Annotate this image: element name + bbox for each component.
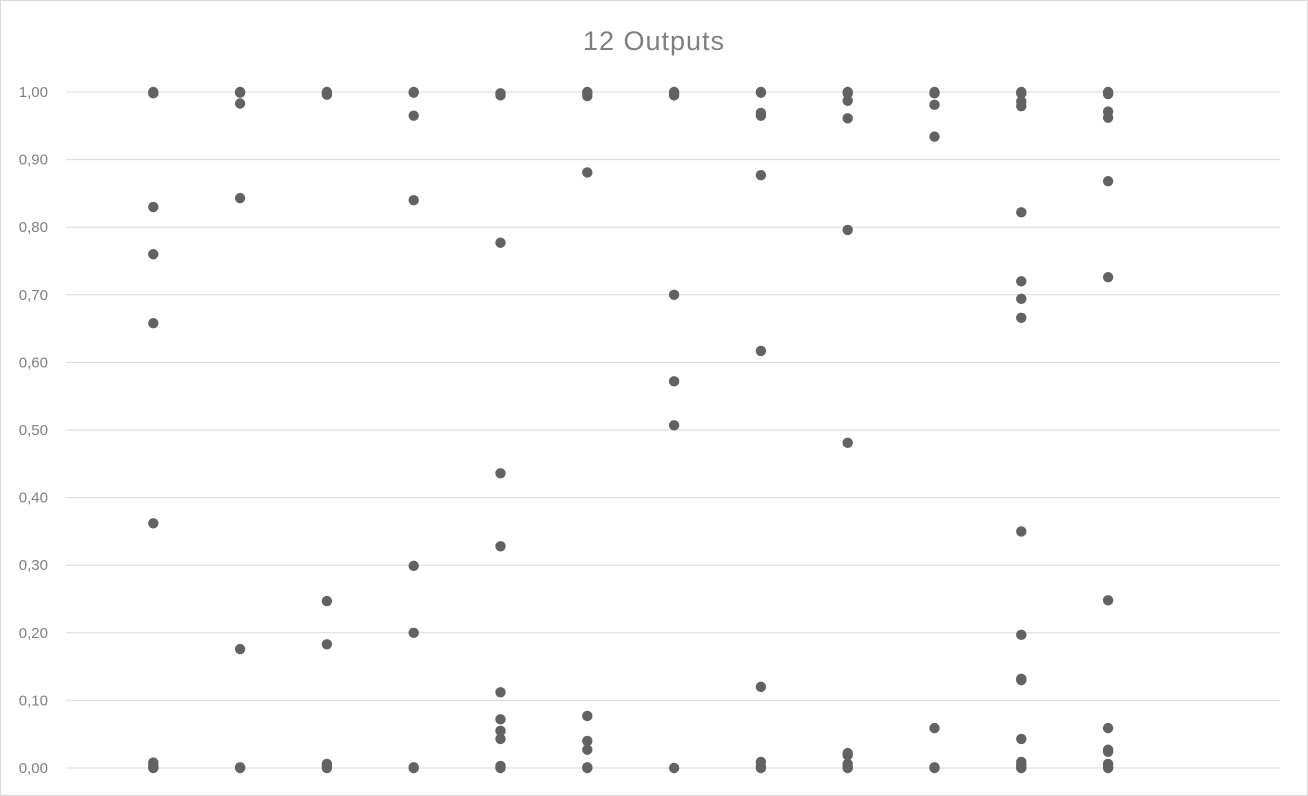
data-point <box>1102 272 1114 283</box>
data-point <box>755 87 767 98</box>
data-point <box>148 88 159 99</box>
data-point <box>842 224 853 236</box>
data-point <box>842 437 853 449</box>
data-point <box>495 687 506 698</box>
data-point <box>929 131 940 142</box>
data-point <box>495 733 506 745</box>
y-tick-label: 0,30 <box>19 557 48 574</box>
data-point <box>321 639 333 650</box>
data-point <box>321 89 333 100</box>
data-point <box>842 762 853 774</box>
data-point <box>495 90 506 101</box>
data-point <box>1102 88 1114 100</box>
data-point <box>1102 762 1114 774</box>
data-point <box>234 762 246 774</box>
y-tick-label: 0,10 <box>19 692 48 709</box>
y-tick-label: 0,20 <box>19 625 48 642</box>
data-point <box>408 110 419 121</box>
data-point <box>148 762 159 774</box>
data-point <box>929 88 940 99</box>
data-point <box>495 762 506 774</box>
data-point <box>929 722 940 734</box>
data-point <box>1016 312 1027 323</box>
data-point <box>495 541 506 552</box>
data-point <box>234 87 246 98</box>
data-point <box>408 560 419 572</box>
y-tick-label: 0,80 <box>19 219 48 236</box>
y-tick-label: 0,60 <box>19 354 48 371</box>
data-point <box>668 289 680 300</box>
data-point <box>1016 762 1027 774</box>
y-tick-label: 0,50 <box>19 422 48 439</box>
data-point <box>148 201 159 213</box>
data-point <box>1102 746 1114 757</box>
data-point <box>1016 629 1027 641</box>
data-point <box>582 735 593 747</box>
data-point <box>1102 112 1114 123</box>
data-point <box>582 762 593 774</box>
data-point <box>755 762 767 774</box>
data-point <box>755 110 767 121</box>
data-point <box>582 167 593 178</box>
data-point <box>582 744 593 755</box>
data-point <box>668 420 680 431</box>
y-tick-label: 1,00 <box>19 84 48 101</box>
chart-title: 12 Outputs <box>582 26 726 56</box>
data-point <box>495 468 506 479</box>
data-point <box>1102 176 1114 187</box>
y-tick-label: 0,40 <box>19 490 48 507</box>
y-tick-label: 0,70 <box>19 287 48 304</box>
data-point <box>1016 674 1027 686</box>
data-point <box>582 710 593 722</box>
data-point <box>755 345 767 357</box>
data-point <box>148 317 159 329</box>
data-point <box>668 762 680 774</box>
y-tick-label: 0,00 <box>19 760 48 777</box>
data-point <box>1102 722 1114 734</box>
data-point <box>321 595 333 607</box>
data-point <box>408 194 419 206</box>
data-point <box>668 376 680 387</box>
data-point <box>842 95 853 106</box>
data-point <box>929 762 940 774</box>
data-point <box>234 98 246 109</box>
data-point <box>582 90 593 102</box>
data-points <box>148 86 1114 774</box>
data-point <box>408 627 419 638</box>
data-point <box>842 113 853 124</box>
data-point <box>1016 207 1027 218</box>
data-point <box>1016 276 1027 287</box>
data-point <box>495 725 506 737</box>
data-point <box>1016 88 1027 99</box>
y-axis-ticks: 0,00 0,10 0,20 0,30 0,40 0,50 0,60 0,70 0,80 0,90… <box>19 84 48 777</box>
data-point <box>755 681 767 693</box>
data-point <box>495 237 506 248</box>
data-point <box>1016 733 1027 745</box>
y-tick-label: 0,90 <box>19 152 48 169</box>
data-point <box>408 762 419 774</box>
data-point <box>408 87 419 98</box>
data-point <box>1102 595 1114 606</box>
data-point <box>495 714 506 725</box>
data-point <box>1016 526 1027 537</box>
data-point <box>842 88 853 99</box>
data-point <box>234 192 246 204</box>
data-point <box>148 249 159 260</box>
data-point <box>1016 100 1027 112</box>
data-point <box>842 749 853 761</box>
data-point <box>234 643 246 655</box>
data-point <box>668 90 680 101</box>
data-point <box>1016 293 1027 305</box>
data-point <box>148 518 159 529</box>
data-point <box>929 99 940 111</box>
data-point <box>755 169 767 181</box>
data-point <box>321 762 333 774</box>
